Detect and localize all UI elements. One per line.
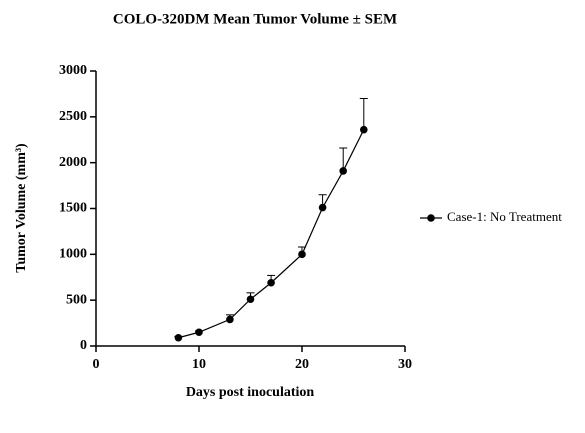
y-tick-label: 0 bbox=[80, 338, 87, 353]
data-point bbox=[174, 333, 183, 342]
y-tick-label: 500 bbox=[66, 292, 87, 307]
chart-title: COLO-320DM Mean Tumor Volume ± SEM bbox=[113, 11, 397, 27]
data-point bbox=[267, 278, 275, 287]
x-tick-label: 0 bbox=[93, 357, 100, 372]
error-bar bbox=[359, 98, 368, 130]
data-point bbox=[360, 125, 368, 134]
x-tick-label: 10 bbox=[192, 357, 206, 372]
legend-label: Case-1: No Treatment bbox=[447, 209, 562, 224]
y-tick-label: 2000 bbox=[59, 155, 87, 170]
data-point bbox=[318, 203, 327, 212]
legend-marker bbox=[427, 214, 435, 222]
y-tick-label: 1500 bbox=[59, 201, 87, 216]
x-axis-label: Days post inoculation bbox=[186, 385, 315, 400]
y-tick-label: 2500 bbox=[59, 109, 87, 124]
data-point bbox=[298, 250, 306, 259]
data-point bbox=[339, 167, 348, 175]
y-axis-label: Tumor Volume (mm³) bbox=[14, 143, 29, 273]
error-bar bbox=[339, 147, 348, 171]
series-line bbox=[178, 129, 365, 339]
x-tick-label: 30 bbox=[398, 357, 412, 372]
y-tick-label: 1000 bbox=[59, 247, 87, 262]
data-point bbox=[246, 295, 255, 304]
data-point bbox=[226, 315, 234, 324]
x-tick-label: 20 bbox=[295, 357, 309, 372]
data-point bbox=[195, 328, 203, 337]
y-tick-label: 3000 bbox=[59, 63, 87, 78]
